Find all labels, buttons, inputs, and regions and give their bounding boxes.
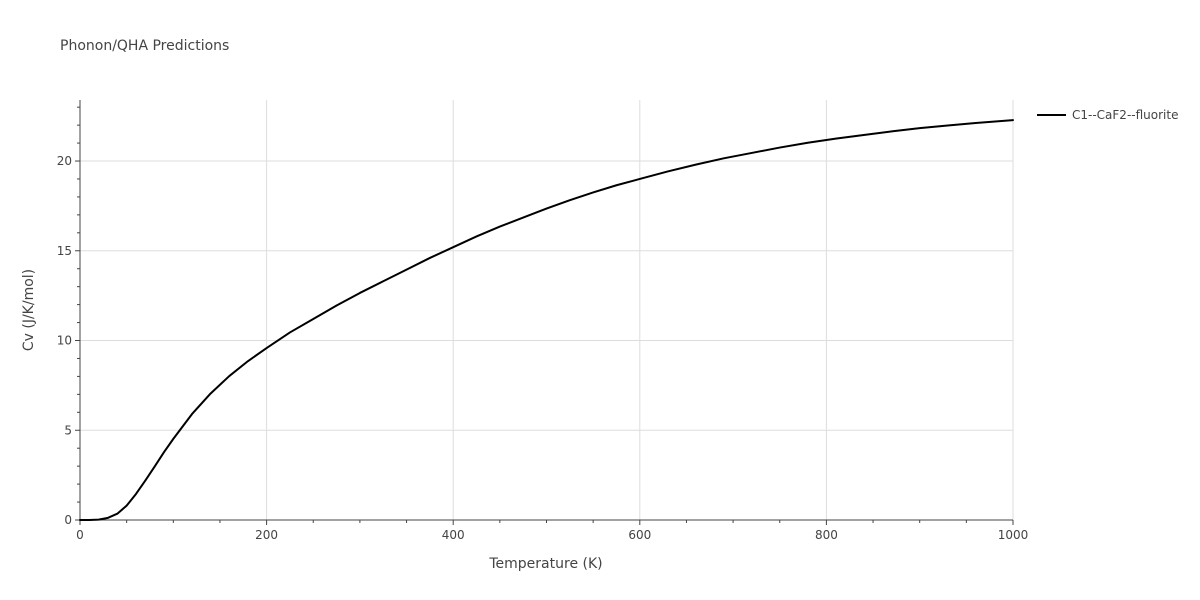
legend-item[interactable]: C1--CaF2--fluorite [1037,108,1178,122]
ticks: 0 200 400 600 800 1000 0 5 10 15 20 [57,106,1029,542]
legend[interactable]: C1--CaF2--fluorite [1037,108,1178,122]
y-tick-label: 0 [64,513,72,527]
x-tick-label: 0 [76,528,84,542]
x-axis-title: Temperature (K) [488,556,602,572]
series-layer [79,119,1014,521]
chart-title: Phonon/QHA Predictions [60,38,229,54]
series-line[interactable] [79,119,1014,521]
x-tick-label: 400 [442,528,465,542]
x-tick-label: 800 [815,528,838,542]
y-tick-label: 20 [57,154,72,168]
legend-label: C1--CaF2--fluorite [1072,108,1178,122]
y-axis-title: Cv (J/K/mol) [21,269,37,351]
grid [80,100,1014,520]
x-tick-label: 600 [628,528,651,542]
y-tick-label: 10 [57,334,72,348]
x-tick-label: 200 [255,528,278,542]
y-tick-label: 15 [57,244,72,258]
y-tick-label: 5 [64,423,72,437]
x-tick-label: 1000 [998,528,1029,542]
